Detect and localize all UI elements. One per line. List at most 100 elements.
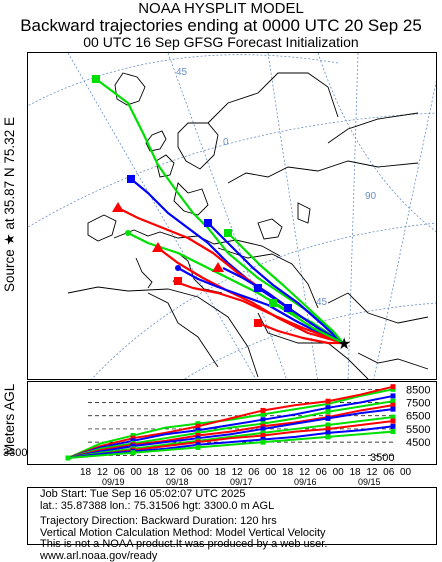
job-start: Job Start: Tue Sep 16 05:02:07 UTC 2025 <box>40 488 246 500</box>
height-series-point <box>195 427 201 433</box>
height-series-point <box>390 393 396 399</box>
height-series-point <box>260 439 266 445</box>
height-tick-label: 5500 <box>406 424 430 436</box>
time-hour-tick: 18 <box>215 467 227 478</box>
map-svg: 45 0 90 45 <box>28 53 436 379</box>
height-series-point <box>260 437 266 443</box>
title-trajectories: Backward trajectories ending at 0000 UTC… <box>20 16 422 35</box>
grid-label-0: 0 <box>223 137 229 148</box>
height-series-point <box>325 422 331 428</box>
time-hour-tick: 06 <box>181 467 193 478</box>
time-hour-tick: 00 <box>400 467 412 478</box>
trajectory-map: 45 0 90 45 <box>27 52 437 380</box>
time-hour-tick: 18 <box>147 467 159 478</box>
height-series-point <box>390 398 396 404</box>
time-hour-tick: 06 <box>114 467 126 478</box>
time-hour-tick: 06 <box>248 467 260 478</box>
vertical-motion: Vertical Motion Calculation Method: Mode… <box>40 526 326 539</box>
height-series-point <box>390 418 396 424</box>
time-hour-tick: 00 <box>198 467 210 478</box>
height-series-point <box>390 423 396 429</box>
height-series-point <box>260 423 266 429</box>
source-star-icon: ★ <box>337 334 351 353</box>
height-series-point <box>325 398 331 404</box>
height-series-point <box>195 423 201 429</box>
trajectory-red-3 <box>172 279 344 345</box>
height-series-point <box>195 430 201 436</box>
height-series-point <box>130 433 136 439</box>
height-series-point <box>325 426 331 432</box>
job-info: Job Start: Tue Sep 16 05:02:07 UTC 2025 … <box>27 487 437 561</box>
height-series-point <box>130 438 136 444</box>
height-series-line <box>67 430 394 459</box>
height-series-line <box>67 404 394 459</box>
height-series-point <box>390 386 396 392</box>
height-series-point <box>260 411 266 417</box>
height-tick-label: 6500 <box>406 411 430 423</box>
height-series-point <box>325 434 331 440</box>
coastlines <box>67 72 429 379</box>
height-series-line <box>67 400 394 459</box>
height-series-line <box>67 408 394 459</box>
height-series-point <box>130 435 136 441</box>
grid-label-45-south: 45 <box>316 297 328 308</box>
time-hour-tick: 12 <box>164 467 176 478</box>
grid-label-45: 45 <box>176 67 188 78</box>
height-series-point <box>195 439 201 445</box>
height-series-point <box>195 435 201 441</box>
height-series-point <box>260 417 266 423</box>
height-series-point <box>390 429 396 435</box>
height-tick-label: 8500 <box>406 384 430 396</box>
height-axis-label: Meters AGL <box>2 383 17 455</box>
height-series-point <box>260 430 266 436</box>
height-series-line <box>67 425 394 459</box>
height-series-line <box>67 394 394 459</box>
height-series-point <box>325 409 331 415</box>
lat-lon-grid <box>28 53 436 379</box>
height-series-point <box>195 433 201 439</box>
time-date-tick: 09/19 <box>102 477 125 486</box>
grid-label-90: 90 <box>365 191 377 202</box>
trajectory-red-4 <box>257 321 343 345</box>
time-hour-tick: 18 <box>80 467 92 478</box>
height-series-line <box>67 385 394 459</box>
height-series-point <box>260 426 266 432</box>
height-tick-label: 4500 <box>406 437 430 449</box>
time-date-tick: 09/16 <box>294 477 317 486</box>
height-series-point <box>325 430 331 436</box>
time-hour-tick: 00 <box>131 467 143 478</box>
time-hour-tick: 00 <box>333 467 345 478</box>
height-series-point <box>325 401 331 407</box>
height-series-line <box>67 388 394 459</box>
grid-labels: 45 0 90 45 <box>176 67 377 308</box>
height-series-point <box>130 450 136 456</box>
height-series-point <box>260 433 266 439</box>
time-date-tick: 09/17 <box>230 477 253 486</box>
time-axis: 18 12 06 00 18 12 06 00 18 12 06 00 18 12 06 00 18 12 06 00… <box>27 466 437 486</box>
trajectory-direction: Trajectory Direction: Backward Duration:… <box>40 515 277 527</box>
start-height-label: 3300 <box>3 447 28 459</box>
height-series-point <box>260 407 266 413</box>
trajectory-green-3 <box>227 232 344 344</box>
time-hour-tick: 18 <box>349 467 361 478</box>
height-tick-label: 7500 <box>406 398 430 410</box>
time-hour-tick: 12 <box>232 467 244 478</box>
trajectory-green-1 <box>95 78 344 344</box>
trajectory-blue-4 <box>222 267 344 344</box>
height-series-point <box>390 384 396 390</box>
source-label: Source ★ at 35.87 N 75.32 E <box>2 117 17 292</box>
height-series-point <box>130 443 136 449</box>
height-series-point <box>390 402 396 408</box>
disclaimer: This is not a NOAA product.It was produc… <box>40 538 328 562</box>
height-series: ★ <box>65 384 396 461</box>
time-ticks: 18 12 06 00 18 12 06 00 18 12 06 00 18 12 06 00 18 12 06 00… <box>80 467 412 486</box>
time-hour-tick: 12 <box>366 467 378 478</box>
time-hour-tick: 06 <box>316 467 328 478</box>
time-hour-tick: 12 <box>299 467 311 478</box>
title-initialization: 00 UTC 16 Sep GFSG Forecast Initializati… <box>83 34 359 50</box>
height-series-point <box>390 414 396 420</box>
time-hour-tick: 12 <box>97 467 109 478</box>
